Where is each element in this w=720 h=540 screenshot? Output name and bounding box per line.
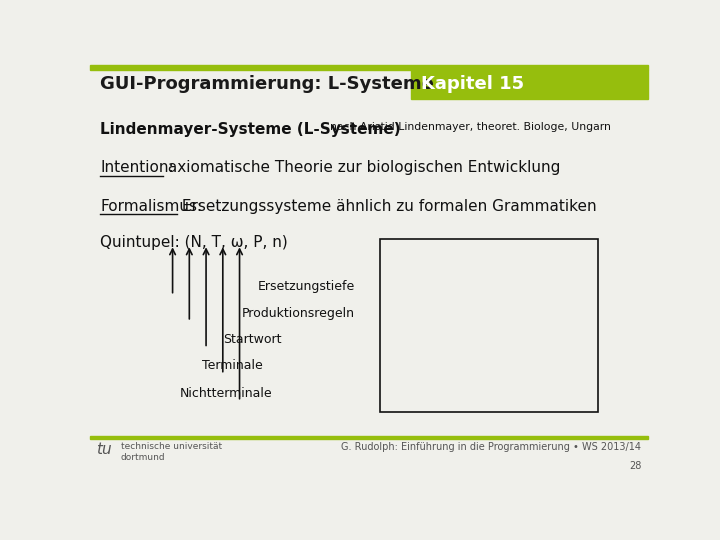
Text: hier:: hier: xyxy=(389,247,427,262)
Text: < 6: < 6 xyxy=(389,280,413,294)
Text: Kapitel 15: Kapitel 15 xyxy=(421,76,524,93)
Text: Ersetzungstiefe: Ersetzungstiefe xyxy=(258,280,355,294)
Text: Nichtterminale: Nichtterminale xyxy=(179,387,272,400)
Text: technische universität
dortmund: technische universität dortmund xyxy=(121,442,222,462)
Text: Terminale: Terminale xyxy=(202,360,262,373)
Bar xyxy=(411,70,648,99)
Text: 1 Regel: F → ...: 1 Regel: F → ... xyxy=(389,306,491,320)
Bar xyxy=(90,436,648,439)
Text: GUI-Programmierung: L-Systeme: GUI-Programmierung: L-Systeme xyxy=(100,76,434,93)
Bar xyxy=(380,239,598,412)
Text: + − | [ ]: + − | [ ] xyxy=(389,358,445,373)
Text: Quintupel: (N, T, ω, P, n): Quintupel: (N, T, ω, P, n) xyxy=(100,235,288,250)
Bar xyxy=(90,65,648,70)
Text: 28: 28 xyxy=(629,461,642,471)
Text: G. Rudolph: Einführung in die Programmierung • WS 2013/14: G. Rudolph: Einführung in die Programmie… xyxy=(341,442,642,453)
Text: Formalismus:: Formalismus: xyxy=(100,199,202,214)
Text: Produktionsregeln: Produktionsregeln xyxy=(242,307,355,320)
Text: nach Aristid Lindenmayer, theoret. Biologe, Ungarn: nach Aristid Lindenmayer, theoret. Biolo… xyxy=(323,122,611,132)
Text: F: F xyxy=(389,386,397,400)
Text: beliebig aus N [ T: beliebig aus N [ T xyxy=(389,332,510,346)
Text: Intention:: Intention: xyxy=(100,160,174,176)
Text: Lindenmayer-Systeme (L-Systeme): Lindenmayer-Systeme (L-Systeme) xyxy=(100,122,400,137)
Text: Ersetzungssysteme ähnlich zu formalen Grammatiken: Ersetzungssysteme ähnlich zu formalen Gr… xyxy=(177,199,597,214)
Text: axiomatische Theorie zur biologischen Entwicklung: axiomatische Theorie zur biologischen En… xyxy=(163,160,560,176)
Bar xyxy=(90,70,411,99)
Text: tu: tu xyxy=(96,442,111,457)
Text: Startwort: Startwort xyxy=(222,333,282,346)
